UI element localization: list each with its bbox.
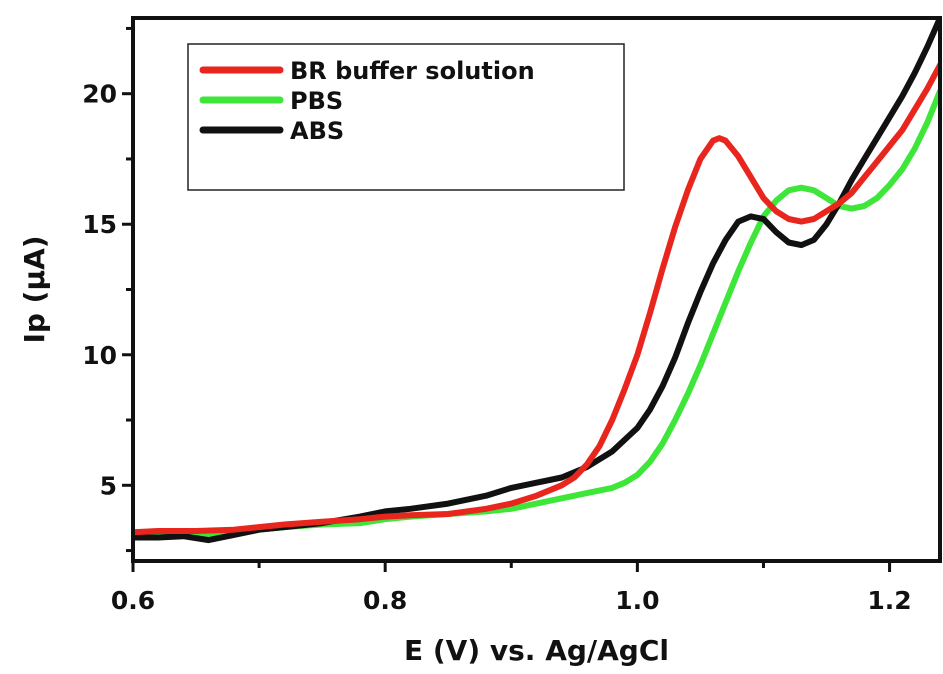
series-layer: [133, 18, 940, 544]
x-tick-label: 0.8: [363, 586, 407, 615]
series-line-1: [133, 62, 940, 536]
x-axis-title: E (V) vs. Ag/AgCl: [404, 634, 669, 667]
x-tick-label: 1.2: [867, 586, 911, 615]
y-axis-title: Ip (μA): [18, 235, 51, 343]
y-tick-label: 15: [82, 210, 117, 239]
series-line-2: [133, 88, 940, 541]
legend-label-1: BR buffer solution: [290, 57, 535, 85]
y-tick-label: 20: [82, 80, 117, 109]
x-tick-label: 0.6: [111, 586, 155, 615]
legend-label-3: ABS: [290, 117, 344, 145]
y-tick-label: 10: [82, 341, 117, 370]
ticks-layer: 0.6 0.8 1.0 1.2 5 10 15 20: [82, 26, 912, 615]
legend-label-2: PBS: [290, 87, 343, 115]
y-tick-label: 5: [100, 471, 117, 500]
x-tick-label: 1.0: [615, 586, 659, 615]
